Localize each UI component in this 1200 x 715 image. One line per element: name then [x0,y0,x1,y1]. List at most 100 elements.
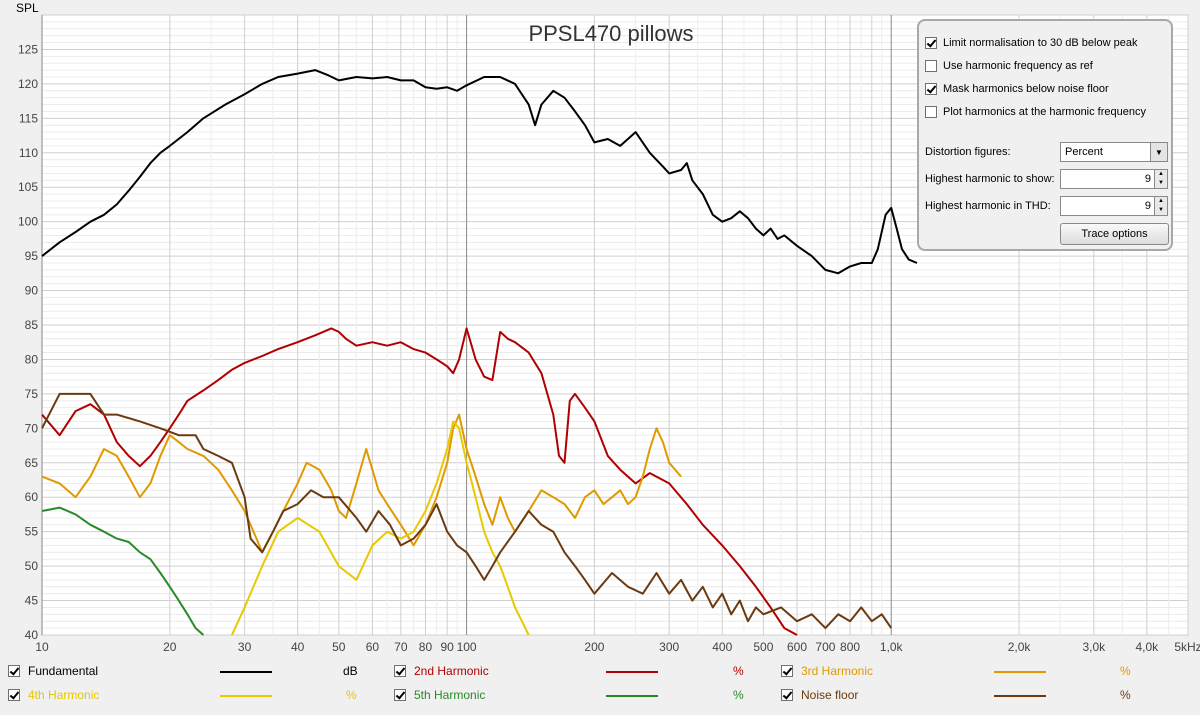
y-tick-label: 75 [25,387,39,401]
spinner-arrows-icon[interactable]: ▲ ▼ [1154,197,1167,215]
y-tick-label: 95 [25,249,39,263]
x-tick-label: 70 [394,640,408,654]
x-tick-label: 800 [840,640,860,654]
series-group [41,69,918,636]
spinner-arrows-icon[interactable]: ▲ ▼ [1154,170,1167,188]
highest-harmonic-thd-label: Highest harmonic in THD: [925,200,1051,212]
legend-label: 2nd Harmonic [414,664,489,678]
distortion-figures-value: Percent [1065,146,1103,158]
legend-label: 5th Harmonic [414,688,486,702]
legend-unit: % [346,688,357,702]
y-tick-label: 100 [18,215,38,229]
y-tick-label: 125 [18,42,38,56]
legend-unit: dB [343,664,358,678]
x-tick-label: 500 [753,640,773,654]
option-plot-harmonic-frequency[interactable]: Plot harmonics at the harmonic frequency [925,104,1146,120]
y-tick-labels: 40 45 50 55 60 65 70 75 80 85 90 95 100 105 110 115 120 1… [18,42,38,642]
series-line-5th-harmonic [41,506,205,636]
checkbox-checked-icon[interactable] [394,665,406,677]
x-tick-label: 80 [419,640,433,654]
y-tick-label: 45 [25,594,39,608]
x-tick-label: 1,0k [880,640,904,654]
y-tick-label: 40 [25,628,39,642]
x-tick-label: 300 [659,640,679,654]
checkbox-checked-icon[interactable] [781,689,793,701]
highest-harmonic-thd-input[interactable]: 9 ▲ ▼ [1060,196,1168,216]
distortion-figures-label: Distortion figures: [925,146,1011,158]
legend: Fundamental dB 2nd Harmonic % 3rd Harmon… [0,658,1200,715]
checkbox-checked-icon[interactable] [8,665,20,677]
y-tick-label: 65 [25,456,39,470]
legend-line-3rd-harmonic [994,671,1046,673]
chart-title: PPSL470 pillows [528,21,693,46]
legend-item-3rd-harmonic[interactable]: 3rd Harmonic [781,662,873,680]
legend-item-2nd-harmonic[interactable]: 2nd Harmonic [394,662,489,680]
highest-harmonic-show-input[interactable]: 9 ▲ ▼ [1060,169,1168,189]
series-line-noise-floor [41,392,893,630]
y-tick-label: 50 [25,559,39,573]
highest-harmonic-thd-value: 9 [1144,200,1151,212]
y-tick-label: 120 [18,77,38,91]
x-tick-label: 50 [332,640,346,654]
checkbox-checked-icon[interactable] [925,37,937,49]
y-tick-label: 80 [25,352,39,366]
x-tick-label: 200 [584,640,604,654]
trace-options-button[interactable]: Trace options [1060,223,1169,245]
legend-item-noise-floor[interactable]: Noise floor [781,686,858,704]
legend-label: Noise floor [801,688,859,702]
option-label: Use harmonic frequency as ref [943,60,1093,72]
checkbox-unchecked-icon[interactable] [925,60,937,72]
x-tick-label: 40 [291,640,305,654]
x-tick-label: 5kHz [1174,640,1200,654]
x-tick-labels: 10 20 30 40 50 60 70 80 90 100 200 300 400 500 600 700 8… [35,640,1200,654]
chevron-down-icon[interactable]: ▼ [1150,143,1167,161]
x-tick-label: 20 [163,640,177,654]
series-line-2nd-harmonic [41,327,798,636]
checkbox-checked-icon[interactable] [8,689,20,701]
option-limit-normalisation[interactable]: Limit normalisation to 30 dB below peak [925,35,1137,51]
legend-item-5th-harmonic[interactable]: 5th Harmonic [394,686,485,704]
highest-harmonic-show-value: 9 [1144,173,1151,185]
legend-line-5th-harmonic [606,695,658,697]
series-line-fundamental [41,69,918,275]
options-panel: Limit normalisation to 30 dB below peak … [917,19,1173,251]
x-tick-label: 2,0k [1008,640,1032,654]
distortion-figures-select[interactable]: Percent ▼ [1060,142,1168,162]
checkbox-unchecked-icon[interactable] [925,106,937,118]
checkbox-checked-icon[interactable] [781,665,793,677]
legend-unit: % [733,688,744,702]
x-tick-label: 10 [35,640,49,654]
legend-label: Fundamental [28,664,99,678]
legend-label: 4th Harmonic [28,688,100,702]
legend-unit: % [1120,688,1131,702]
y-tick-label: 55 [25,525,39,539]
legend-unit: % [1120,664,1131,678]
legend-unit: % [733,664,744,678]
legend-item-4th-harmonic[interactable]: 4th Harmonic [8,686,99,704]
x-tick-label: 700 [815,640,835,654]
legend-item-fundamental[interactable]: Fundamental [8,662,98,680]
y-tick-label: 115 [19,111,38,125]
x-tick-label: 4,0k [1136,640,1160,654]
y-tick-label: 110 [19,146,38,160]
series-line-4th-harmonic [230,420,530,636]
y-tick-label: 60 [25,490,39,504]
y-tick-label: 90 [25,284,39,298]
checkbox-checked-icon[interactable] [394,689,406,701]
x-tick-label: 3,0k [1082,640,1106,654]
legend-line-fundamental [220,671,272,673]
option-harmonic-frequency-ref[interactable]: Use harmonic frequency as ref [925,58,1093,74]
x-tick-label: 600 [787,640,807,654]
legend-label: 3rd Harmonic [801,664,874,678]
y-tick-label: 105 [18,180,38,194]
checkbox-checked-icon[interactable] [925,83,937,95]
legend-line-2nd-harmonic [606,671,658,673]
legend-line-4th-harmonic [220,695,272,697]
x-tick-label: 30 [238,640,252,654]
option-label: Mask harmonics below noise floor [943,83,1109,95]
option-label: Limit normalisation to 30 dB below peak [943,37,1138,49]
y-tick-label: 85 [25,318,39,332]
x-tick-label: 100 [457,640,477,654]
option-label: Plot harmonics at the harmonic frequency [943,106,1146,118]
option-mask-harmonics[interactable]: Mask harmonics below noise floor [925,81,1109,97]
